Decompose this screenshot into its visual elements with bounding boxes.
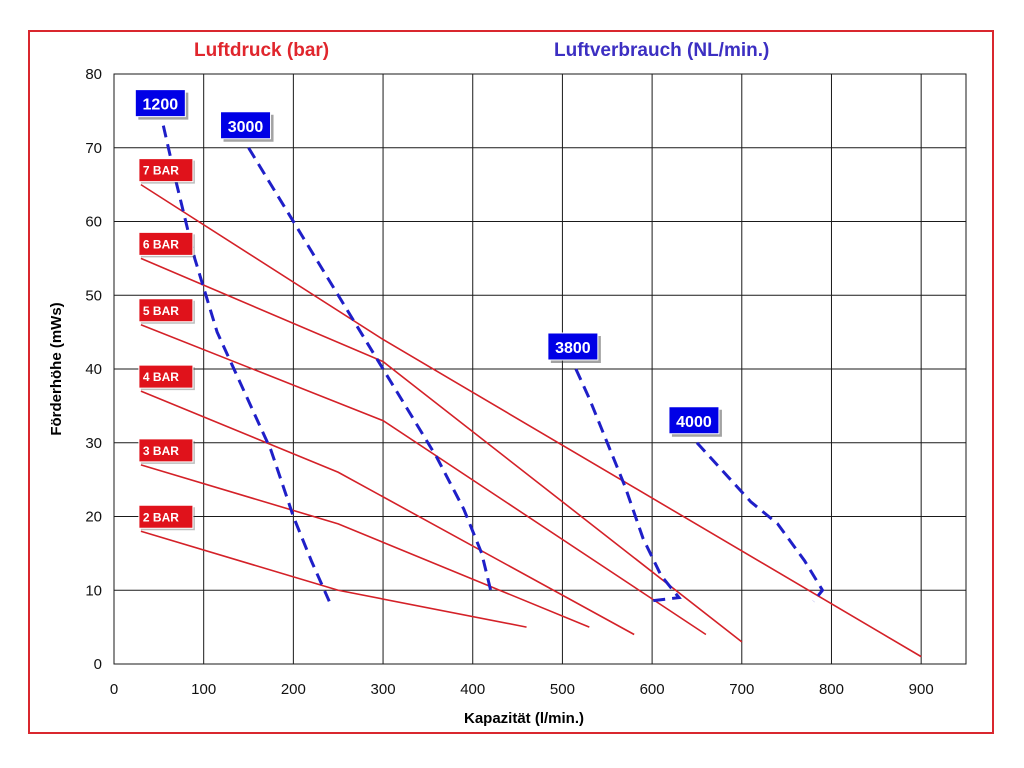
pressure-badge: 2 BAR — [138, 504, 195, 531]
consumption-badge-label: 4000 — [676, 414, 712, 431]
series-badges: 2 BAR 3 BAR 4 BAR 5 BAR 6 BAR 7 BAR 1200 3000 38… — [134, 89, 722, 531]
pressure-line-4-bar — [140, 390, 635, 636]
consumption-badge: 3000 — [220, 111, 274, 142]
consumption-line-3800 — [574, 368, 682, 603]
consumption-lines — [161, 125, 825, 603]
pressure-lines — [140, 183, 922, 658]
x-tick-label: 100 — [191, 681, 216, 698]
badge-box — [138, 298, 194, 323]
badge-box — [134, 89, 186, 118]
pressure-badge: 3 BAR — [138, 438, 195, 464]
consumption-badge: 4000 — [668, 406, 722, 437]
x-axis-ticks: 0 100 200 300 400 500 600 700 800 900 — [110, 681, 934, 698]
y-tick-label: 30 — [85, 435, 102, 452]
badge-box — [138, 158, 194, 183]
x-tick-label: 800 — [819, 681, 844, 698]
badge-box — [668, 406, 720, 435]
x-tick-label: 400 — [460, 681, 485, 698]
pressure-badge: 6 BAR — [138, 231, 195, 258]
pressure-badge: 5 BAR — [138, 298, 195, 324]
consumption-line-1200 — [161, 125, 331, 602]
consumption-badge: 3800 — [547, 332, 601, 363]
pressure-badge-label: 4 BAR — [143, 370, 179, 384]
pressure-line-2-bar — [140, 530, 527, 628]
x-axis-label: Kapazität (l/min.) — [464, 710, 584, 727]
y-tick-label: 20 — [85, 509, 102, 526]
pressure-line-5-bar — [140, 324, 707, 636]
x-tick-label: 500 — [550, 681, 575, 698]
badge-box — [547, 332, 599, 361]
y-tick-label: 50 — [85, 287, 102, 304]
pressure-badge-label: 5 BAR — [143, 304, 179, 318]
y-tick-label: 80 — [85, 66, 102, 83]
x-tick-label: 700 — [729, 681, 754, 698]
x-tick-label: 200 — [281, 681, 306, 698]
pressure-badge-label: 6 BAR — [143, 237, 179, 251]
pressure-line-3-bar — [140, 464, 590, 628]
pressure-badge-label: 7 BAR — [143, 164, 179, 178]
x-tick-label: 600 — [640, 681, 665, 698]
y-tick-label: 70 — [85, 140, 102, 157]
y-tick-label: 0 — [94, 656, 102, 673]
grid — [113, 73, 967, 665]
pressure-badge-label: 3 BAR — [143, 444, 179, 458]
badge-box — [220, 111, 272, 140]
badge-box — [138, 364, 194, 389]
pressure-badge-label: 2 BAR — [143, 510, 179, 524]
x-tick-label: 0 — [110, 681, 118, 698]
badge-box — [138, 504, 194, 529]
badge-box — [138, 438, 194, 463]
y-axis-label: Förderhöhe (mWs) — [48, 302, 65, 435]
x-tick-label: 300 — [371, 681, 396, 698]
y-tick-label: 10 — [85, 582, 102, 599]
y-axis-ticks: 0 10 20 30 40 50 60 70 80 — [85, 66, 102, 673]
air-consumption-title: Luftverbrauch (NL/min.) — [554, 40, 770, 61]
consumption-badge: 1200 — [134, 89, 189, 120]
x-tick-label: 900 — [909, 681, 934, 698]
consumption-line-4000 — [695, 441, 825, 603]
pressure-line-6-bar — [140, 257, 743, 643]
consumption-badge-label: 1200 — [143, 97, 179, 114]
badge-box — [138, 231, 194, 256]
pressure-badge: 7 BAR — [138, 158, 195, 184]
pressure-badge: 4 BAR — [138, 364, 195, 391]
consumption-badge-label: 3800 — [555, 340, 591, 357]
y-tick-label: 40 — [85, 361, 102, 378]
pressure-line-7-bar — [140, 183, 922, 658]
consumption-badge-label: 3000 — [228, 119, 264, 136]
y-tick-label: 60 — [85, 214, 102, 231]
air-pressure-title: Luftdruck (bar) — [194, 40, 330, 61]
consumption-line-3000 — [247, 146, 493, 591]
